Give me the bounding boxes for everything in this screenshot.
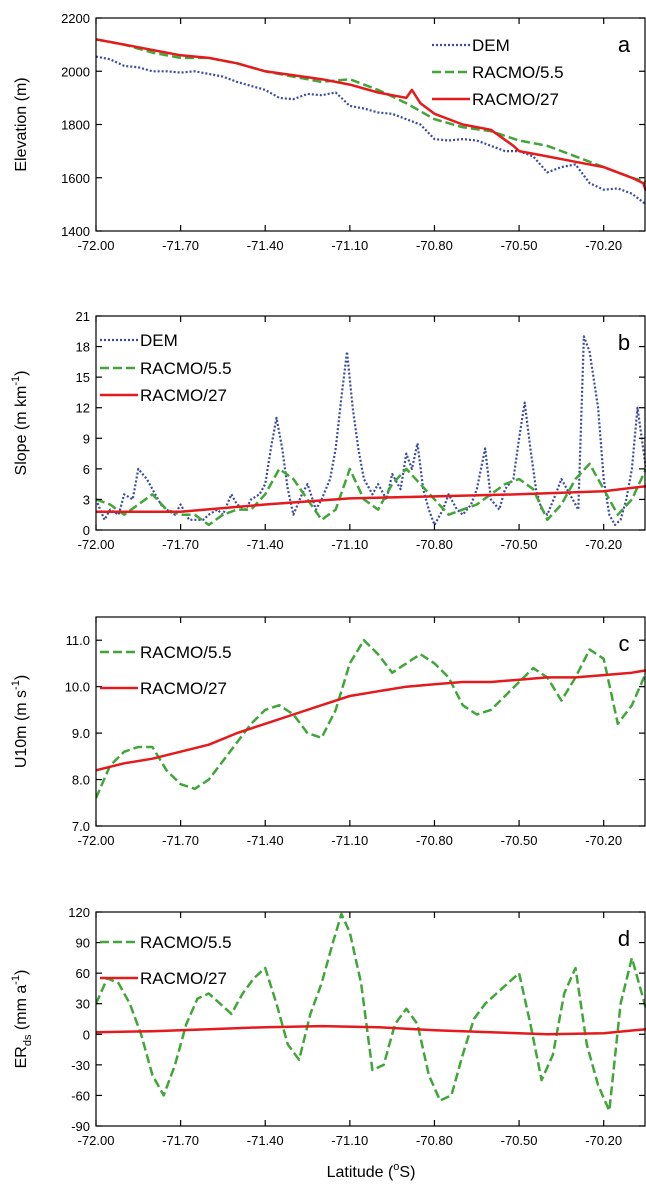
y-tick-label: 7.0 xyxy=(72,819,90,834)
plot-frame xyxy=(95,911,646,1127)
panel-d: -90 -60 -30 0 30 60 90 120 -72.00 -71.70 -71.40 -71… xyxy=(10,905,646,1148)
y-tick-label: 1400 xyxy=(61,224,90,239)
x-tick-label: -71.10 xyxy=(331,537,368,552)
legend-entry: DEM xyxy=(472,36,510,55)
x-tick-label: -72.00 xyxy=(78,833,115,848)
x-tick-label: -70.80 xyxy=(416,833,453,848)
y-tick-label: 1600 xyxy=(61,171,90,186)
x-tick-label: -71.70 xyxy=(162,537,199,552)
x-tick-label: -71.70 xyxy=(162,1133,199,1148)
x-tick-label: -70.20 xyxy=(585,537,622,552)
panel-a: 1400 1600 1800 2000 2200 -72.00 -71.70 -71.40 -7… xyxy=(13,11,646,253)
plot-frame xyxy=(95,616,646,827)
x-tick-label: -71.10 xyxy=(331,1133,368,1148)
x-tick-label: -70.50 xyxy=(501,1133,538,1148)
x-tick-label: -71.10 xyxy=(331,238,368,253)
legend: DEM RACMO/5.5 RACMO/27 xyxy=(432,36,564,109)
y-tick-label: 1800 xyxy=(61,118,90,133)
series-dem-line xyxy=(96,335,646,527)
y-axis-label: ERds (mm a-1) xyxy=(10,970,34,1069)
x-tick-label: -71.70 xyxy=(162,833,199,848)
series-racmo-27-line xyxy=(96,484,646,513)
legend-entry: RACMO/5.5 xyxy=(140,643,232,662)
legend-entry: RACMO/5.5 xyxy=(472,63,564,82)
x-tick-label: -71.10 xyxy=(331,833,368,848)
series-dem-line xyxy=(96,55,646,206)
y-axis-label: Slope (m km-1) xyxy=(10,371,30,476)
x-tick-label: -72.00 xyxy=(78,537,115,552)
y-tick-label: -60 xyxy=(71,1088,90,1103)
y-tick-label: 0 xyxy=(83,1027,90,1042)
x-tick-label: -71.40 xyxy=(247,833,284,848)
y-tick-label: 60 xyxy=(76,966,90,981)
legend-entry: RACMO/27 xyxy=(140,386,227,405)
x-tick-label: -70.80 xyxy=(416,537,453,552)
legend-entry: RACMO/27 xyxy=(472,90,559,109)
x-tick-label: -70.20 xyxy=(585,1133,622,1148)
x-tick-label: -70.80 xyxy=(416,238,453,253)
y-tick-label: -30 xyxy=(71,1058,90,1073)
x-tick-label: -71.40 xyxy=(247,238,284,253)
legend-entry: RACMO/27 xyxy=(140,679,227,698)
y-tick-label: 90 xyxy=(76,936,90,951)
y-tick-label: 9 xyxy=(83,431,90,446)
y-tick-label: 12 xyxy=(76,401,90,416)
y-tick-label: -90 xyxy=(71,1119,90,1134)
series-racmo-5-5-line xyxy=(96,638,646,799)
x-tick-label: -72.00 xyxy=(78,238,115,253)
y-axis-label: U10m (m s-1) xyxy=(10,675,30,768)
x-tick-label: -70.50 xyxy=(501,833,538,848)
y-tick-label: 0 xyxy=(83,523,90,538)
y-tick-label: 2200 xyxy=(61,11,90,26)
panel-letter: c xyxy=(619,631,630,656)
x-tick-label: -70.20 xyxy=(585,833,622,848)
y-tick-label: 9.0 xyxy=(72,726,90,741)
y-tick-label: 10.0 xyxy=(65,680,90,695)
x-tick-label: -70.80 xyxy=(416,1133,453,1148)
panel-c: 7.0 8.0 9.0 10.0 11.0 -72.00 -71.70 -71.40 -71.1… xyxy=(10,616,646,848)
y-tick-label: 3 xyxy=(83,492,90,507)
series-racmo-5-5-line xyxy=(96,38,646,183)
series-racmo-27-line xyxy=(96,38,646,192)
y-axis-label: Elevation (m) xyxy=(13,77,30,171)
x-tick-label: -70.20 xyxy=(585,238,622,253)
y-tick-label: 18 xyxy=(76,340,90,355)
legend: RACMO/5.5 RACMO/27 xyxy=(100,933,232,988)
y-tick-label: 120 xyxy=(68,905,90,920)
y-tick-label: 11.0 xyxy=(66,633,90,648)
y-tick-label: 6 xyxy=(83,462,90,477)
panel-letter: d xyxy=(618,926,630,951)
legend-entry: RACMO/5.5 xyxy=(140,933,232,952)
legend: RACMO/5.5 RACMO/27 xyxy=(100,643,232,698)
x-tick-label: -71.70 xyxy=(162,238,199,253)
legend: DEM RACMO/5.5 RACMO/27 xyxy=(100,331,232,405)
panel-letter: b xyxy=(618,330,630,355)
plot-frame xyxy=(95,17,646,232)
x-tick-label: -71.40 xyxy=(247,537,284,552)
legend-entry: DEM xyxy=(140,331,178,350)
legend-entry: RACMO/5.5 xyxy=(140,359,232,378)
panel-b: 0 3 6 9 12 15 18 21 -72.00 -71.70 -71.40 -71.10 -70.… xyxy=(10,309,646,552)
x-tick-label: -72.00 xyxy=(78,1133,115,1148)
y-tick-label: 2000 xyxy=(61,64,90,79)
x-tick-label: -70.50 xyxy=(501,537,538,552)
y-tick-label: 30 xyxy=(76,997,90,1012)
legend-entry: RACMO/27 xyxy=(140,969,227,988)
series-racmo-5-5-line xyxy=(96,462,646,527)
y-tick-label: 21 xyxy=(76,309,90,324)
x-axis-label: Latitude (oS) xyxy=(327,1161,416,1181)
panel-letter: a xyxy=(618,32,631,57)
series-racmo-27-line xyxy=(96,1024,646,1036)
y-tick-label: 15 xyxy=(76,370,90,385)
y-tick-label: 8.0 xyxy=(72,773,90,788)
series-racmo-27-line xyxy=(96,669,646,772)
plot-frame xyxy=(95,315,646,531)
x-tick-label: -70.50 xyxy=(501,238,538,253)
x-tick-label: -71.40 xyxy=(247,1133,284,1148)
